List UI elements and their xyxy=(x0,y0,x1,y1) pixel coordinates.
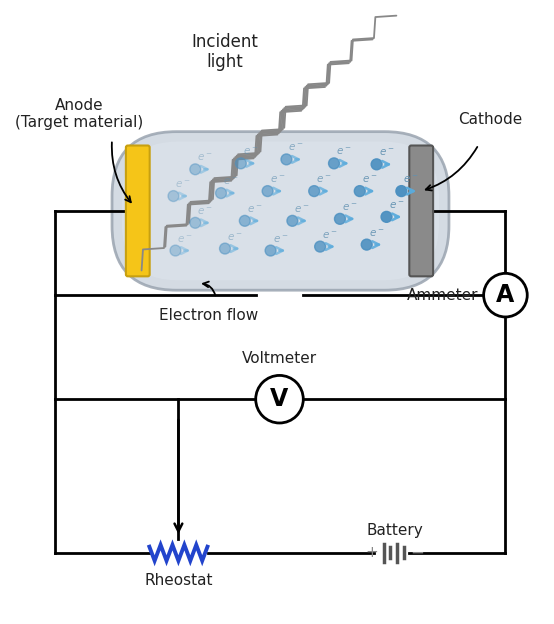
FancyBboxPatch shape xyxy=(126,145,150,276)
Text: $e^-$: $e^-$ xyxy=(227,232,243,243)
Text: A: A xyxy=(496,283,515,307)
Text: $e^-$: $e^-$ xyxy=(243,147,258,157)
Text: $e^-$: $e^-$ xyxy=(362,174,377,185)
Text: $e^-$: $e^-$ xyxy=(316,174,332,185)
Text: $e^-$: $e^-$ xyxy=(378,147,394,158)
Text: $e^-$: $e^-$ xyxy=(368,228,384,238)
Text: $e^-$: $e^-$ xyxy=(294,204,310,215)
Circle shape xyxy=(256,376,303,423)
Text: +: + xyxy=(365,545,378,560)
Circle shape xyxy=(361,239,372,250)
Text: −: − xyxy=(411,544,424,562)
Text: $e^-$: $e^-$ xyxy=(403,174,419,185)
Text: Battery: Battery xyxy=(366,523,423,538)
Circle shape xyxy=(396,186,407,197)
Circle shape xyxy=(381,212,392,222)
Text: $e^-$: $e^-$ xyxy=(322,230,338,241)
Circle shape xyxy=(281,154,292,165)
Circle shape xyxy=(216,188,227,198)
Text: $e^-$: $e^-$ xyxy=(247,204,263,215)
Circle shape xyxy=(239,215,250,227)
Text: $e^-$: $e^-$ xyxy=(176,179,191,190)
Circle shape xyxy=(170,245,181,256)
Circle shape xyxy=(287,215,298,227)
Circle shape xyxy=(168,190,179,202)
Circle shape xyxy=(219,243,230,254)
FancyBboxPatch shape xyxy=(122,142,439,280)
Text: $e^-$: $e^-$ xyxy=(223,176,239,187)
Circle shape xyxy=(329,158,340,169)
Text: $e^-$: $e^-$ xyxy=(289,142,304,154)
Text: $e^-$: $e^-$ xyxy=(388,200,404,211)
Text: Voltmeter: Voltmeter xyxy=(242,351,317,366)
Circle shape xyxy=(190,217,201,228)
Text: V: V xyxy=(270,388,289,411)
FancyBboxPatch shape xyxy=(409,145,433,276)
Text: Rheostat: Rheostat xyxy=(144,573,213,588)
Text: Incident
light: Incident light xyxy=(192,32,258,71)
Circle shape xyxy=(262,186,273,197)
Circle shape xyxy=(235,158,247,169)
Text: $e^-$: $e^-$ xyxy=(342,202,357,213)
Text: $e^-$: $e^-$ xyxy=(197,152,213,163)
Text: $e^-$: $e^-$ xyxy=(273,233,288,245)
Circle shape xyxy=(371,159,382,170)
Circle shape xyxy=(190,164,201,175)
Text: Anode
(Target material): Anode (Target material) xyxy=(15,97,143,130)
Text: $e^-$: $e^-$ xyxy=(270,174,285,185)
Text: Ammeter: Ammeter xyxy=(407,288,479,303)
Circle shape xyxy=(315,241,326,252)
Text: Electron flow: Electron flow xyxy=(158,308,258,323)
Text: $e^-$: $e^-$ xyxy=(336,147,352,157)
Text: Cathode: Cathode xyxy=(459,112,523,127)
Text: $e^-$: $e^-$ xyxy=(197,206,213,217)
FancyBboxPatch shape xyxy=(112,132,449,290)
Circle shape xyxy=(335,213,345,224)
Text: $e^-$: $e^-$ xyxy=(177,233,193,245)
Circle shape xyxy=(309,186,320,197)
Circle shape xyxy=(265,245,276,256)
Circle shape xyxy=(484,273,527,317)
Circle shape xyxy=(355,186,365,197)
